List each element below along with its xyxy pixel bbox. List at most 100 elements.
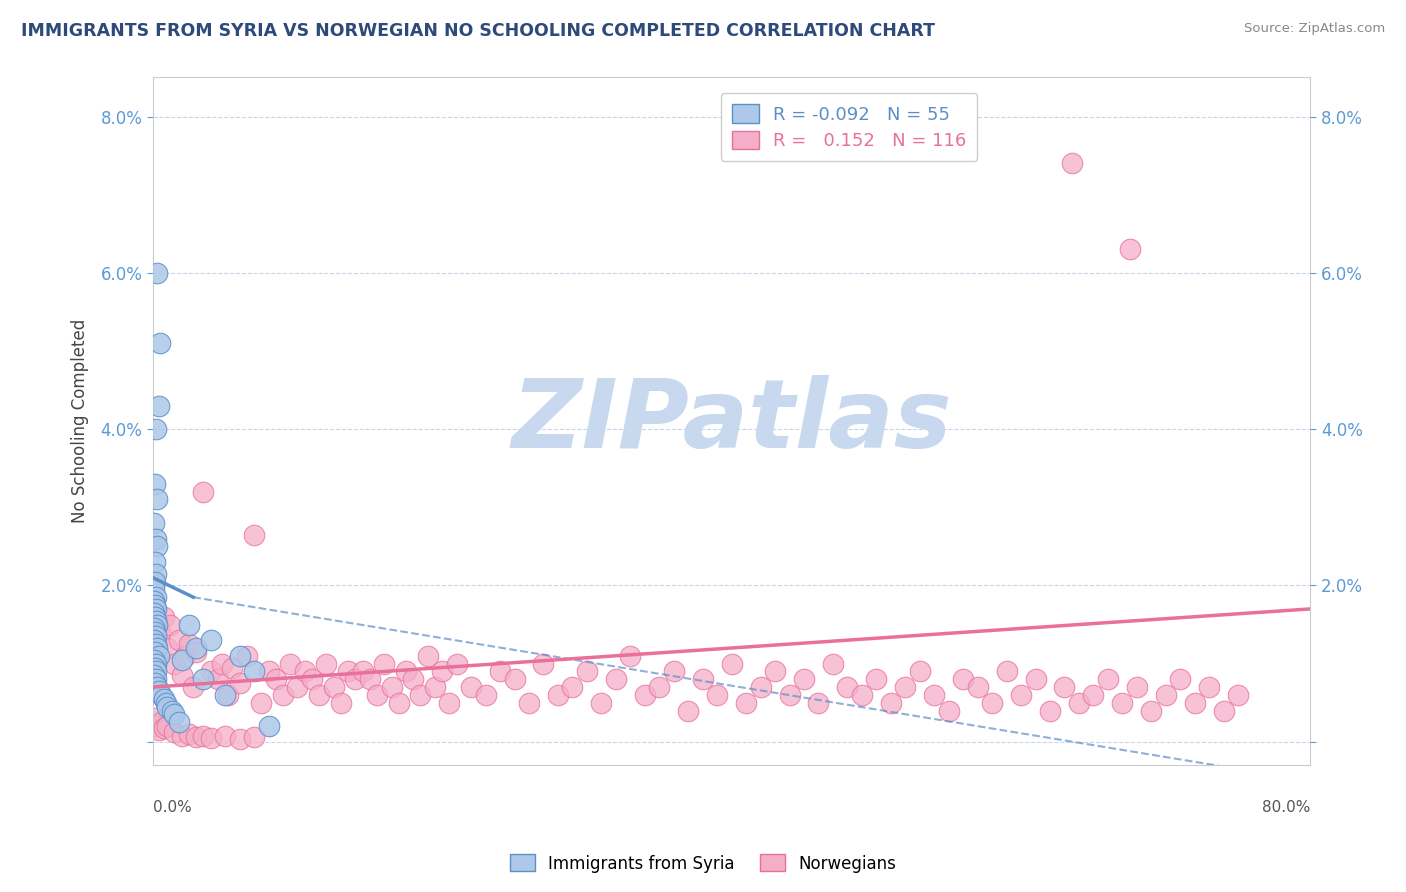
Point xyxy=(156,640,179,655)
Point xyxy=(1010,688,1032,702)
Point xyxy=(894,680,917,694)
Point xyxy=(159,617,181,632)
Point xyxy=(287,680,309,694)
Point xyxy=(143,582,166,597)
Point xyxy=(143,668,166,682)
Point xyxy=(146,540,169,554)
Point xyxy=(329,696,352,710)
Point xyxy=(181,680,204,694)
Point xyxy=(146,492,169,507)
Point xyxy=(474,688,496,702)
Legend: Immigrants from Syria, Norwegians: Immigrants from Syria, Norwegians xyxy=(503,847,903,880)
Point xyxy=(380,680,402,694)
Point xyxy=(547,688,569,702)
Point xyxy=(662,665,685,679)
Point xyxy=(177,617,200,632)
Point xyxy=(952,672,974,686)
Point xyxy=(153,721,176,735)
Text: 0.0%: 0.0% xyxy=(153,799,191,814)
Point xyxy=(1039,704,1062,718)
Point xyxy=(402,672,425,686)
Point xyxy=(143,625,166,640)
Point xyxy=(880,696,903,710)
Point xyxy=(148,723,170,737)
Point xyxy=(1083,688,1105,702)
Point xyxy=(143,622,166,636)
Point xyxy=(170,729,193,743)
Point xyxy=(938,704,960,718)
Point xyxy=(981,696,1004,710)
Point xyxy=(145,566,167,581)
Point xyxy=(143,676,166,690)
Point xyxy=(145,672,167,686)
Point xyxy=(146,680,169,694)
Point xyxy=(143,645,166,659)
Point xyxy=(432,665,454,679)
Point xyxy=(145,614,167,628)
Y-axis label: No Schooling Completed: No Schooling Completed xyxy=(72,319,89,524)
Point xyxy=(1126,680,1149,694)
Point xyxy=(460,680,482,694)
Point xyxy=(145,719,167,733)
Point xyxy=(160,704,183,718)
Point xyxy=(170,653,193,667)
Point xyxy=(163,707,186,722)
Point xyxy=(706,688,728,702)
Point xyxy=(865,672,887,686)
Point xyxy=(692,672,714,686)
Point xyxy=(821,657,844,671)
Point xyxy=(416,648,439,663)
Point xyxy=(749,680,772,694)
Point xyxy=(145,422,167,436)
Point xyxy=(395,665,418,679)
Point xyxy=(143,606,166,620)
Point xyxy=(1024,672,1046,686)
Point xyxy=(1140,704,1163,718)
Point xyxy=(257,719,280,733)
Point xyxy=(793,672,815,686)
Point xyxy=(634,688,657,702)
Point xyxy=(1118,243,1140,257)
Point xyxy=(423,680,446,694)
Point xyxy=(446,657,468,671)
Point xyxy=(373,657,395,671)
Point xyxy=(1227,688,1250,702)
Point xyxy=(146,640,169,655)
Point xyxy=(236,648,259,663)
Point xyxy=(146,614,169,628)
Point xyxy=(149,625,172,640)
Point xyxy=(149,336,172,351)
Point xyxy=(366,688,388,702)
Point xyxy=(922,688,945,702)
Legend: R = -0.092   N = 55, R =   0.152   N = 116: R = -0.092 N = 55, R = 0.152 N = 116 xyxy=(721,94,977,161)
Point xyxy=(186,730,208,744)
Point xyxy=(720,657,742,671)
Point xyxy=(170,668,193,682)
Point xyxy=(148,684,170,698)
Point xyxy=(995,665,1018,679)
Point xyxy=(186,645,208,659)
Point xyxy=(1212,704,1234,718)
Point xyxy=(807,696,830,710)
Point xyxy=(145,590,167,604)
Point xyxy=(315,657,337,671)
Point xyxy=(1111,696,1133,710)
Point xyxy=(605,672,627,686)
Point xyxy=(1053,680,1076,694)
Point xyxy=(257,665,280,679)
Point xyxy=(337,665,360,679)
Point xyxy=(177,727,200,741)
Point xyxy=(264,672,287,686)
Point xyxy=(150,715,173,730)
Point xyxy=(221,660,243,674)
Point xyxy=(1168,672,1191,686)
Point xyxy=(177,637,200,651)
Point xyxy=(533,657,555,671)
Point xyxy=(146,617,169,632)
Point xyxy=(648,680,671,694)
Point xyxy=(439,696,461,710)
Point xyxy=(301,672,323,686)
Point xyxy=(214,729,236,743)
Point xyxy=(228,731,250,746)
Point xyxy=(966,680,988,694)
